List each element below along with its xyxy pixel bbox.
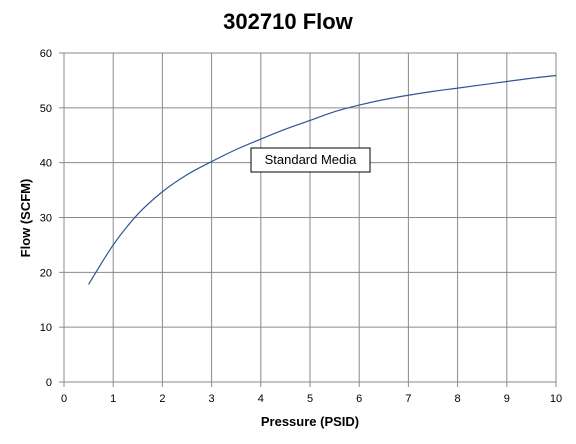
data-point-0-8 [285,129,286,130]
x-tick-label-5: 5 [307,393,313,405]
data-point-0-4 [186,174,187,175]
y-tick-label-3: 30 [40,213,52,225]
y-tick-label-4: 40 [40,158,52,170]
y-tick-label-5: 50 [40,103,52,115]
data-point-0-13 [408,95,409,96]
data-point-0-9 [309,120,310,121]
y-tick-label-1: 10 [40,322,52,334]
data-point-0-2 [137,214,138,215]
y-tick-label-2: 20 [40,267,52,279]
data-point-0-12 [383,99,384,100]
x-tick-label-1: 1 [110,393,116,405]
x-tick-label-4: 4 [258,393,264,405]
series-layer [88,74,557,285]
data-point-0-17 [506,81,507,82]
x-tick-label-10: 10 [550,393,562,405]
tick-labels-layer: 0 1 2 3 4 5 6 7 8 9 10 0 10 20 30 40 50 60 [40,48,562,405]
data-point-0-1 [113,244,114,245]
data-point-0-0 [88,284,89,285]
x-tick-label-7: 7 [405,393,411,405]
x-tick-label-3: 3 [209,393,215,405]
x-tick-label-0: 0 [61,393,67,405]
x-tick-label-2: 2 [159,393,165,405]
x-axis-title: Pressure (PSID) [261,414,359,429]
data-point-0-11 [359,104,360,105]
y-axis-title: Flow (SCFM) [18,179,33,258]
data-point-0-7 [260,138,261,139]
y-tick-label-0: 0 [46,377,52,389]
x-tick-label-8: 8 [455,393,461,405]
annotation-label: Standard Media [265,152,358,167]
data-point-0-5 [211,161,212,162]
annotation-layer: Standard Media [250,147,371,173]
data-point-0-3 [162,191,163,192]
data-point-0-6 [236,149,237,150]
data-point-0-16 [482,84,483,85]
x-tick-label-9: 9 [504,393,510,405]
data-point-0-14 [432,91,433,92]
x-tick-label-6: 6 [356,393,362,405]
y-tick-label-6: 60 [40,48,52,60]
chart-title: 302710 Flow [223,9,354,34]
data-point-0-18 [531,78,532,79]
annotation-box [250,147,371,173]
data-point-0-10 [334,111,335,112]
data-point-0-15 [457,87,458,88]
data-point-0-19 [555,75,556,76]
axis-layer [59,52,557,387]
series-line-0 [88,74,557,285]
